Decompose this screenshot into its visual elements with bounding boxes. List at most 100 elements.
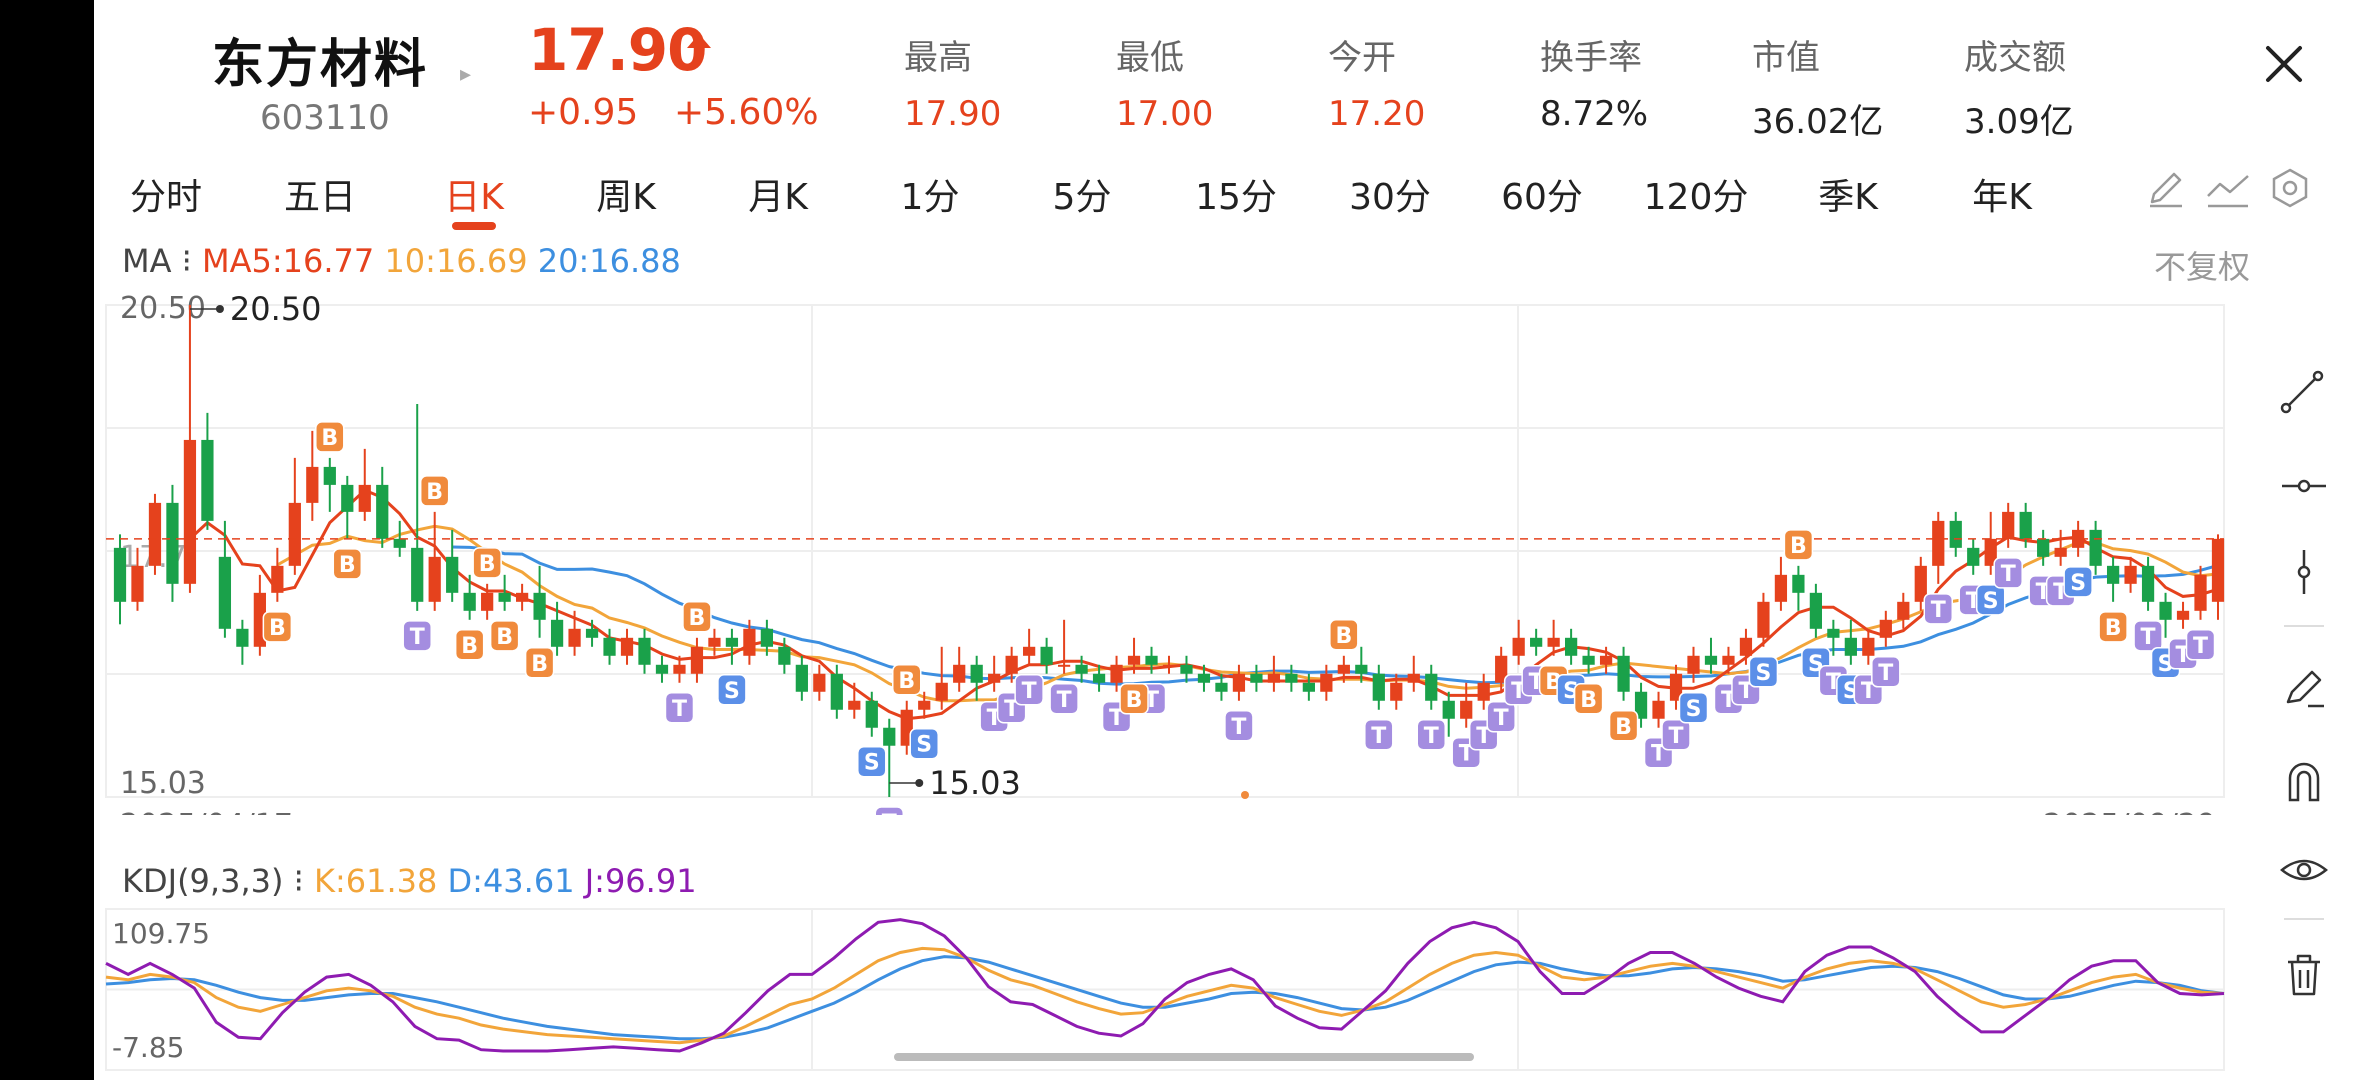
candle	[1687, 646, 1700, 683]
tab-120分[interactable]: 120分	[1643, 177, 1749, 218]
adjust-toggle[interactable]: 不复权	[2154, 248, 2251, 286]
candle	[568, 610, 581, 656]
trade-marker-B[interactable]: B	[1783, 529, 1814, 561]
candle	[481, 583, 494, 620]
trade-marker-S[interactable]: S	[1748, 656, 1779, 688]
trade-marker-T[interactable]: T	[1364, 719, 1394, 751]
trade-marker-B[interactable]: B	[524, 647, 555, 679]
svg-text:B: B	[426, 480, 443, 505]
trade-marker-B[interactable]: B	[1608, 710, 1639, 742]
candle	[1302, 673, 1315, 701]
trade-marker-S[interactable]: S	[857, 745, 887, 778]
candle	[795, 655, 808, 701]
trade-marker-T[interactable]: T	[664, 692, 695, 724]
period-tabs: 分时 五日 日K 周K 月K 1分 5分 15分 30分 60分 120分 季K 年K	[94, 160, 2376, 230]
tab-周K[interactable]: 周K	[596, 177, 656, 218]
eye-icon[interactable]	[2280, 846, 2328, 894]
tab-1分[interactable]: 1分	[900, 177, 960, 218]
trade-marker-S[interactable]: S	[1975, 584, 2006, 616]
svg-text:T: T	[2001, 562, 2016, 587]
pencil-icon[interactable]	[2144, 166, 2188, 210]
candle	[953, 646, 966, 692]
trash-icon[interactable]	[2280, 950, 2328, 998]
trade-marker-B[interactable]: B	[262, 611, 293, 643]
trade-marker-B[interactable]: B	[892, 664, 922, 696]
stat-value: 8.72%	[1540, 94, 1649, 134]
trade-marker-T[interactable]: T	[874, 806, 905, 815]
tab-60分[interactable]: 60分	[1501, 177, 1583, 218]
trade-marker-T[interactable]: T	[2185, 629, 2216, 661]
segment-line-icon[interactable]	[2280, 368, 2328, 416]
svg-text:T: T	[1371, 724, 1386, 749]
trade-marker-S[interactable]: S	[909, 727, 939, 760]
candle	[411, 403, 424, 611]
horizontal-line-icon[interactable]	[2280, 462, 2328, 510]
kline-chart[interactable]: 20.5017.715.0320.5015.03BBBBTBBBBBSTSTSB…	[94, 285, 2284, 815]
trade-marker-T[interactable]: T	[1661, 719, 1691, 751]
trade-marker-S[interactable]: S	[717, 674, 747, 706]
candle	[1844, 619, 1857, 665]
trade-marker-S[interactable]: S	[1678, 692, 1709, 724]
close-icon[interactable]	[2264, 44, 2304, 84]
kdj-d-line	[105, 955, 2225, 1041]
trade-marker-T[interactable]: T	[1224, 710, 1254, 742]
tab-五日[interactable]: 五日	[283, 177, 357, 218]
candle	[446, 529, 459, 602]
tab-分时[interactable]: 分时	[129, 177, 203, 218]
candle	[218, 520, 232, 638]
magnet-icon[interactable]	[2280, 756, 2328, 804]
trade-marker-T[interactable]: T	[1416, 719, 1446, 751]
trade-marker-B[interactable]: B	[419, 475, 450, 507]
candle	[1512, 619, 1525, 665]
candle	[183, 305, 197, 593]
trade-marker-T[interactable]: T	[1486, 701, 1516, 733]
stat-label: 成交额	[1964, 38, 2066, 78]
tab-季K[interactable]: 季K	[1818, 177, 1878, 218]
candle	[1180, 655, 1193, 683]
draw-pen-icon[interactable]	[2280, 664, 2328, 712]
trade-marker-T[interactable]: T	[1871, 656, 1901, 688]
tab-日K[interactable]: 日K	[444, 177, 504, 218]
stock-switch-caret-icon[interactable]: ▸	[460, 62, 472, 87]
candle	[1827, 619, 1840, 656]
trade-marker-B[interactable]: B	[489, 620, 520, 652]
tab-30分[interactable]: 30分	[1349, 177, 1431, 218]
trade-marker-B[interactable]: B	[472, 547, 502, 579]
trade-marker-B[interactable]: B	[315, 421, 345, 453]
trade-marker-B[interactable]: B	[454, 629, 485, 661]
vertical-line-icon[interactable]	[2280, 548, 2328, 596]
kdj-chart[interactable]: 109.75 -7.85	[94, 905, 2284, 1080]
trade-marker-B[interactable]: B	[332, 548, 363, 580]
chart-scrollbar[interactable]	[894, 1053, 1474, 1061]
kdj-settings-dots-icon[interactable]: ⁝	[293, 862, 314, 900]
candle	[1425, 664, 1438, 710]
high-value-label: 20.50	[230, 290, 322, 328]
trade-marker-B[interactable]: B	[1329, 619, 1359, 651]
low-annotation: 15.03	[889, 764, 1021, 802]
trade-marker-T[interactable]: T	[2133, 620, 2163, 652]
trade-marker-T[interactable]: T	[402, 620, 432, 652]
trade-marker-B[interactable]: B	[682, 601, 712, 633]
ma-legend: MA ⁝ MA5:16.77 10:16.69 20:16.88	[122, 242, 681, 280]
tab-年K[interactable]: 年K	[1972, 177, 2032, 218]
trade-marker-B[interactable]: B	[1573, 683, 1604, 715]
trade-marker-T[interactable]: T	[1923, 593, 1954, 625]
tab-15分[interactable]: 15分	[1195, 177, 1277, 218]
trade-marker-B[interactable]: B	[2098, 611, 2128, 643]
candle	[1197, 664, 1211, 692]
candle	[1704, 637, 1718, 674]
tab-5分[interactable]: 5分	[1052, 177, 1112, 218]
candle	[620, 628, 634, 665]
settings-hex-icon[interactable]	[2268, 166, 2312, 210]
candle	[1215, 673, 1228, 701]
trade-marker-T[interactable]: T	[1049, 683, 1079, 715]
trade-marker-T[interactable]: T	[1014, 674, 1044, 706]
end-date-label: 2025/09/29	[2043, 808, 2216, 815]
trend-line-icon[interactable]	[2204, 166, 2252, 210]
trade-marker-S[interactable]: S	[2063, 566, 2093, 598]
candle	[1897, 592, 1910, 629]
ma-settings-dots-icon[interactable]: ⁝	[181, 242, 203, 280]
trade-marker-T[interactable]: T	[1993, 557, 2023, 589]
trade-marker-B[interactable]: B	[1119, 683, 1149, 715]
tab-月K[interactable]: 月K	[748, 177, 808, 218]
